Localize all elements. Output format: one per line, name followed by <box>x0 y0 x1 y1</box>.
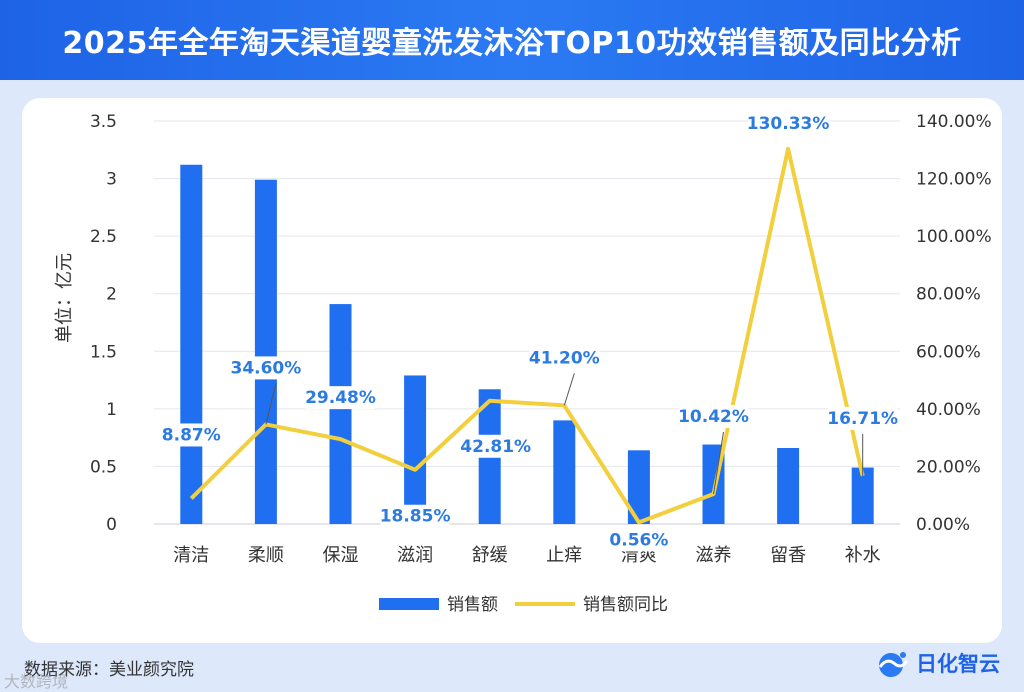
bar <box>404 375 427 524</box>
x-category-label: 清洁 <box>173 545 209 566</box>
legend-bar-swatch <box>379 598 439 610</box>
y-left-tick-label: 1 <box>106 400 117 420</box>
y-left-tick-label: 3 <box>106 170 117 190</box>
data-label: 10.42% <box>678 407 749 427</box>
brand-wave-icon <box>878 652 909 677</box>
yoy-line <box>189 146 865 525</box>
x-category-label: 补水 <box>845 545 881 566</box>
bar <box>553 420 576 524</box>
y-left-tick-label: 2.5 <box>90 227 117 247</box>
y-right-tick-label: 80.00% <box>916 285 981 305</box>
x-category-label: 留香 <box>770 545 806 566</box>
data-label-bg <box>609 528 669 552</box>
data-label-leader <box>713 431 724 495</box>
data-label: 8.87% <box>162 425 221 445</box>
x-category-label: 滋润 <box>397 545 433 566</box>
data-label: 41.20% <box>529 348 600 368</box>
data-label-leader <box>265 383 277 425</box>
data-label: 130.33% <box>747 114 830 134</box>
y-left-tick-label: 3.5 <box>90 112 117 132</box>
data-label-leader <box>563 373 575 406</box>
data-source: 数据来源：美业颜究院 <box>24 660 194 680</box>
y-left-tick-label: 2 <box>106 285 117 305</box>
x-category-label: 保湿 <box>323 545 359 566</box>
data-label-bg <box>678 405 749 429</box>
x-category-label: 舒缓 <box>472 545 508 566</box>
chart: 0 0.5 1 1.5 2 2.5 3 3.5 0.00% 20.00% 40.00% 60.00% 8… <box>54 111 992 615</box>
data-label: 42.81% <box>460 437 531 457</box>
data-label-bg <box>828 406 898 430</box>
bar <box>851 467 874 524</box>
data-label: 34.60% <box>230 358 301 378</box>
bar <box>329 304 352 524</box>
y-right-tick-label: 120.00% <box>916 170 992 190</box>
y-right-tick-label: 100.00% <box>916 227 992 247</box>
bar <box>254 179 277 525</box>
x-category-label: 止痒 <box>546 545 582 566</box>
legend-label: 销售额同比 <box>583 595 668 615</box>
data-label-bg <box>231 356 301 380</box>
y-right-tick-label: 60.00% <box>916 342 981 362</box>
x-category-label: 柔顺 <box>248 545 284 566</box>
legend-label: 销售额 <box>447 595 498 615</box>
header-banner: 2025年全年淘天渠道婴童洗发沐浴TOP10功效销售额及同比分析 <box>0 0 1024 80</box>
y-right-tick-label: 40.00% <box>916 400 981 420</box>
bar <box>777 448 800 524</box>
y-right-tick-label: 0.00% <box>916 515 970 535</box>
y-right-tick-label: 140.00% <box>916 112 992 132</box>
x-category-label: 滋养 <box>696 545 732 566</box>
page-title: 2025年全年淘天渠道婴童洗发沐浴TOP10功效销售额及同比分析 <box>62 26 962 61</box>
data-label-bg <box>529 346 599 370</box>
bar <box>627 450 650 524</box>
y-right-tick-label: 20.00% <box>916 457 981 477</box>
data-label-bg <box>380 504 450 528</box>
brand-name: 日化智云 <box>916 652 1000 676</box>
watermark: 大数跨境 <box>4 672 69 691</box>
chart-card: 0 0.5 1 1.5 2 2.5 3 3.5 0.00% 20.00% 40.00% 60.00% 8… <box>22 98 1002 643</box>
data-label-bg <box>748 111 828 135</box>
data-label: 0.56% <box>609 530 668 550</box>
data-label: 29.48% <box>305 388 376 408</box>
y-left-tick-label: 0.5 <box>90 457 117 477</box>
data-label: 16.71% <box>827 409 898 429</box>
y-left-tick-label: 1.5 <box>90 342 117 362</box>
y-left-tick-label: 0 <box>106 515 117 535</box>
data-label: 18.85% <box>380 507 451 527</box>
y-left-axis-label: 单位：亿元 <box>54 253 75 343</box>
data-label-bg <box>305 386 376 410</box>
data-label-bg <box>161 423 221 447</box>
data-label-bg <box>461 434 531 458</box>
brand-logo: 日化智云 <box>876 648 1000 678</box>
bar <box>180 164 203 525</box>
